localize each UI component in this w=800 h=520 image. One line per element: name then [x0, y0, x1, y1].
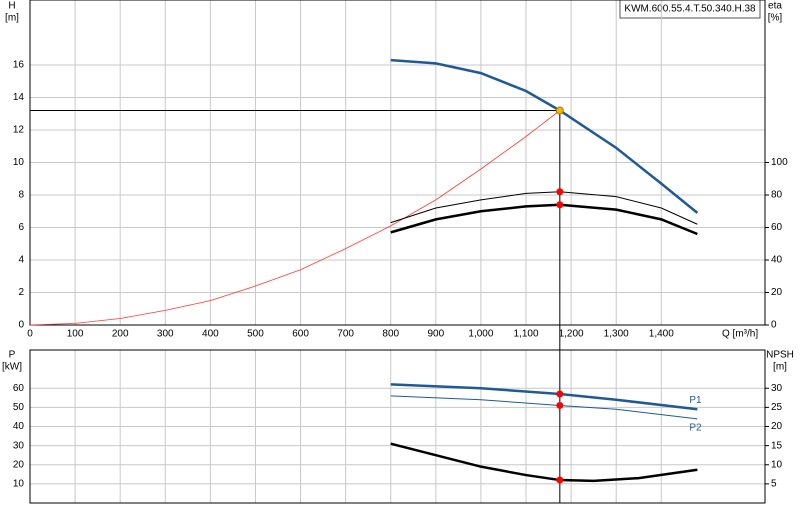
- x-tick-label: 1,100: [513, 329, 538, 340]
- y-tick-label: 4: [18, 255, 24, 266]
- y-tick-label: 30: [13, 440, 25, 451]
- operating-point: [556, 188, 564, 196]
- chart-title: KWM.600.55.4.T.50.340.H.38: [624, 4, 756, 15]
- x-tick-label: 500: [247, 329, 264, 340]
- y2-tick-label: 25: [771, 402, 783, 413]
- y-tick-label: 10: [13, 479, 25, 490]
- x-tick-label: 900: [427, 329, 444, 340]
- y2-tick-label: 20: [771, 287, 783, 298]
- plot-frame: [29, 349, 766, 504]
- series-label: P1: [689, 395, 702, 406]
- y-tick-label: 6: [18, 222, 24, 233]
- y-tick-label: 0: [18, 320, 24, 331]
- curve: [390, 58, 699, 214]
- x-tick-label: 1,300: [604, 329, 629, 340]
- x-tick-label: 600: [292, 329, 309, 340]
- x-tick-label: 700: [337, 329, 354, 340]
- operating-point: [556, 390, 564, 398]
- y-axis-unit: [m]: [5, 13, 19, 24]
- y2-tick-label: 10: [771, 459, 783, 470]
- y-axis-title: P: [9, 350, 16, 361]
- curve: [390, 203, 698, 236]
- curve: [390, 442, 698, 483]
- y-axis-unit: [kW]: [2, 362, 22, 373]
- operating-point: [555, 106, 564, 115]
- y-tick-label: 60: [13, 383, 25, 394]
- title-box: [619, 0, 761, 19]
- y2-tick-label: 30: [771, 383, 783, 394]
- y2-tick-label: 100: [771, 157, 788, 168]
- y-tick-label: 10: [13, 157, 25, 168]
- curve: [29, 110, 561, 326]
- y-tick-label: 14: [13, 92, 25, 103]
- y2-tick-label: 40: [771, 255, 783, 266]
- x-tick-label: 1,200: [559, 329, 584, 340]
- operating-point: [556, 401, 564, 409]
- y-tick-label: 20: [13, 459, 25, 470]
- y2-axis-unit: [m]: [773, 362, 787, 373]
- curve: [390, 191, 698, 225]
- x-tick-label: 0: [27, 329, 33, 340]
- y-tick-label: 8: [18, 190, 24, 201]
- y2-tick-label: 20: [771, 421, 783, 432]
- y2-tick-label: 80: [771, 190, 783, 201]
- x-tick-label: 1,000: [468, 329, 493, 340]
- y-tick-label: 16: [13, 60, 25, 71]
- y-tick-label: 2: [18, 287, 24, 298]
- plot-frame: [29, 0, 766, 326]
- x-tick-label: 200: [112, 329, 129, 340]
- y-axis-title: H: [8, 1, 15, 12]
- y2-axis-title: eta: [768, 1, 782, 12]
- y2-tick-label: 60: [771, 222, 783, 233]
- x-tick-label: 1,400: [649, 329, 674, 340]
- x-tick-label: 300: [157, 329, 174, 340]
- y2-tick-label: 15: [771, 440, 783, 451]
- x-axis-title: Q [m³/h]: [722, 329, 758, 340]
- x-tick-label: 400: [202, 329, 219, 340]
- y2-axis-title: NPSH: [766, 350, 794, 361]
- y-tick-label: 12: [13, 125, 25, 136]
- y2-tick-label: 5: [771, 479, 777, 490]
- x-tick-label: 100: [67, 329, 84, 340]
- y2-tick-label: 0: [771, 320, 777, 331]
- y-tick-label: 40: [13, 421, 25, 432]
- series-label: P2: [689, 422, 702, 433]
- operating-point: [556, 201, 564, 209]
- x-tick-label: 800: [382, 329, 399, 340]
- operating-point: [556, 476, 564, 484]
- y2-axis-unit: [%]: [768, 13, 783, 24]
- y-tick-label: 50: [13, 402, 25, 413]
